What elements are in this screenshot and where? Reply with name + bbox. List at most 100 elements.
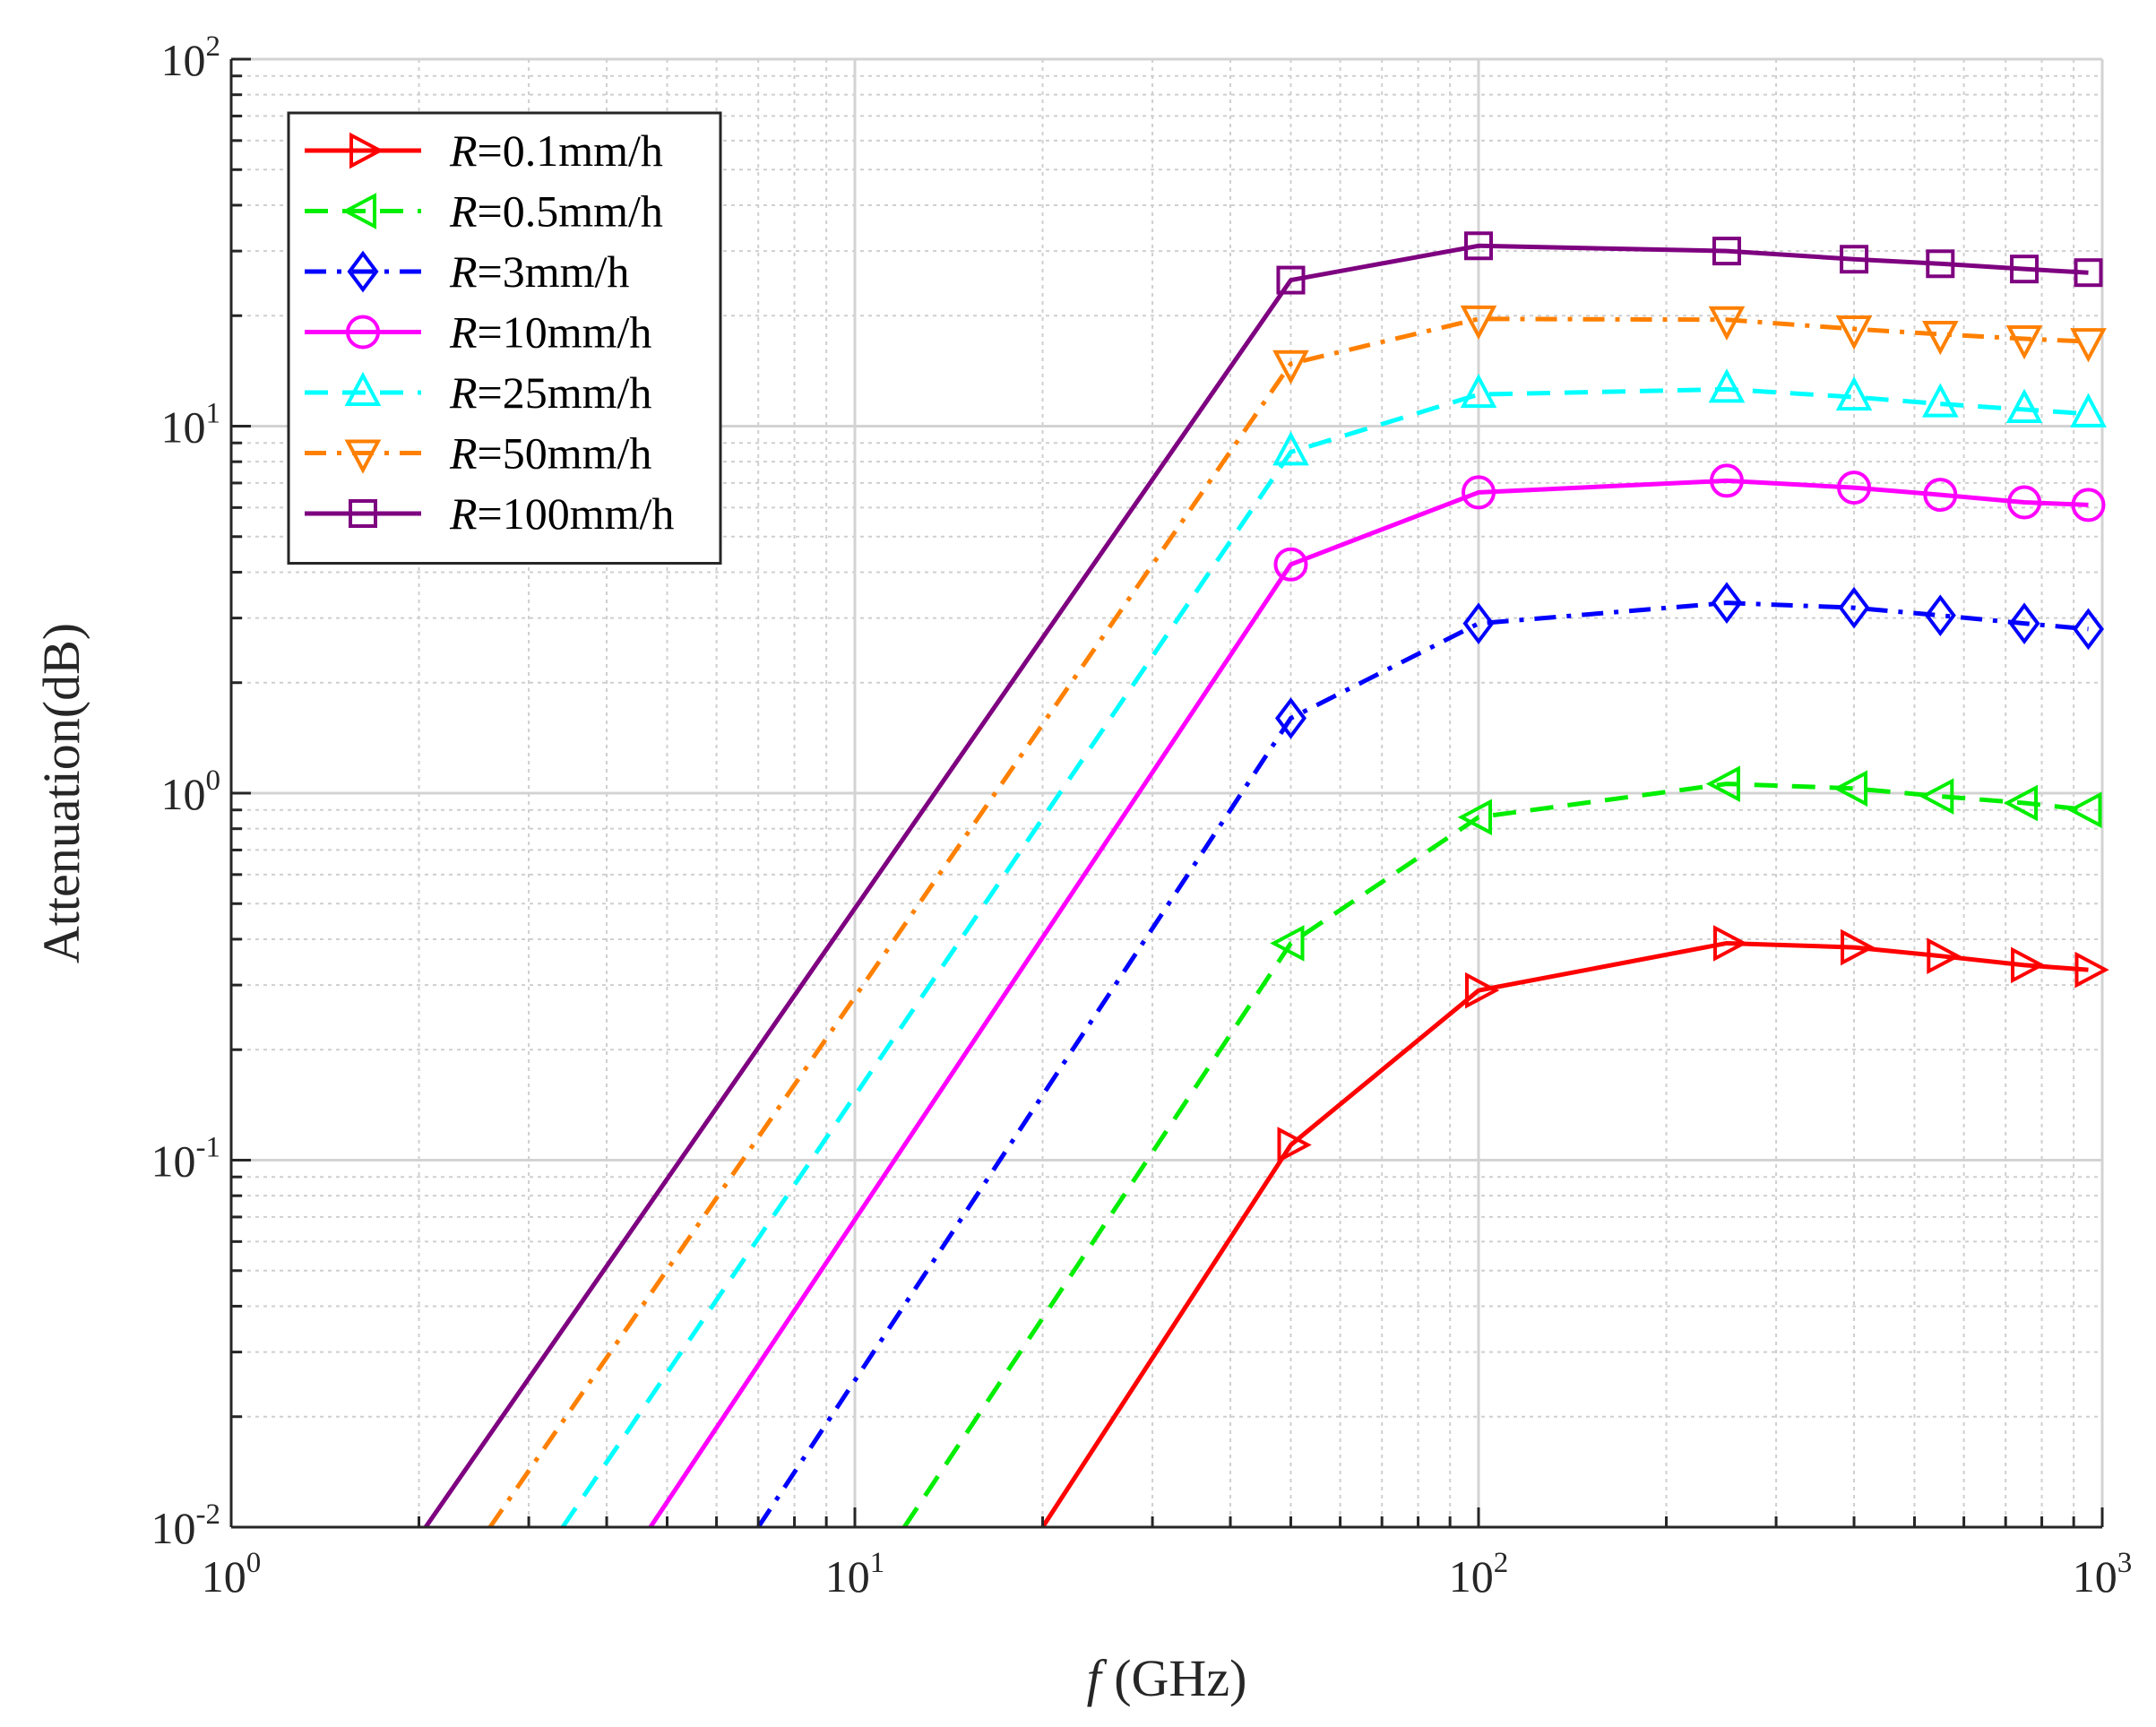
series-group (560, 368, 2107, 1529)
x-tick-label: 102 (1449, 1547, 1509, 1602)
legend-marker-sample (347, 250, 379, 293)
y-tick-label-base: 10 (161, 35, 206, 85)
data-point-marker (2010, 255, 2040, 284)
data-point-marker (2074, 258, 2103, 288)
data-point-marker (1273, 547, 1308, 582)
data-point-marker (2070, 393, 2107, 427)
series-group (648, 463, 2106, 1529)
data-point-marker (1926, 249, 1955, 279)
data-point-marker (1841, 928, 1876, 966)
data-point-marker (1276, 265, 1306, 295)
data-point-marker (1457, 799, 1492, 836)
y-axis-label: Attenuation(dB) (32, 623, 91, 963)
x-tick-label-base: 10 (202, 1551, 246, 1602)
y-tick-label-base: 10 (161, 402, 206, 453)
legend-label-value: =100mm/h (478, 488, 675, 539)
y-tick-label-exponent: 2 (206, 30, 221, 63)
legend-label-value: =3mm/h (478, 246, 630, 297)
y-tick-label: 101 (161, 398, 221, 453)
data-point-marker (1465, 971, 1500, 1009)
legend-entry: R=0.5mm/h (305, 186, 663, 237)
data-point-marker (2067, 791, 2102, 829)
legend-label: R=10mm/h (449, 307, 651, 358)
y-tick-label: 10-2 (151, 1498, 221, 1553)
data-point-marker (1460, 305, 1497, 341)
legend-marker-sample (344, 371, 382, 406)
data-point-marker (1924, 594, 1956, 637)
x-tick-label-exponent: 2 (1494, 1547, 1509, 1579)
legend-marker-sample (341, 193, 376, 229)
legend-label: R=50mm/h (449, 428, 651, 479)
legend-box (287, 111, 722, 565)
legend-label-variable: R (449, 246, 478, 297)
data-point-marker (2011, 946, 2046, 984)
y-tick-label: 10-1 (151, 1132, 221, 1187)
legend-label-variable: R (449, 367, 478, 418)
data-point-marker (1835, 315, 1873, 350)
legend-label-variable: R (449, 428, 478, 479)
legend-label-variable: R (449, 307, 478, 358)
data-point-marker (2071, 488, 2106, 522)
data-point-marker (1705, 765, 1740, 802)
legend-label-value: =10mm/h (478, 307, 652, 358)
data-point-marker (1927, 937, 1962, 975)
y-tick-label-exponent: 1 (206, 398, 221, 430)
data-point-marker (1711, 582, 1743, 625)
data-point-marker (1270, 925, 1305, 962)
data-point-marker (1712, 925, 1748, 962)
legend-marker-sample (346, 315, 380, 350)
data-point-marker (1708, 368, 1746, 403)
x-tick-label: 100 (202, 1547, 262, 1602)
legend-label-value: =0.1mm/h (478, 125, 663, 176)
data-point-marker (1919, 778, 1954, 815)
legend-marker-sample (349, 499, 377, 528)
y-tick-label-base: 10 (151, 1503, 196, 1553)
legend-label: R=100mm/h (449, 488, 674, 539)
series-group (756, 582, 2104, 1529)
y-tick-label-base: 10 (161, 769, 206, 819)
data-point-marker (2007, 485, 2042, 520)
x-tick-label: 101 (825, 1547, 885, 1602)
data-point-marker (1921, 320, 1959, 356)
y-tick-label: 102 (161, 30, 221, 85)
legend-entry: R=50mm/h (305, 428, 651, 479)
series-group (487, 305, 2107, 1529)
x-tick-label-exponent: 3 (2117, 1547, 2133, 1579)
data-point-marker (1835, 376, 1873, 411)
y-tick-label-exponent: -1 (196, 1132, 221, 1164)
legend-label: R=0.1mm/h (449, 125, 663, 176)
series-line (902, 781, 2089, 1529)
data-point-marker (2072, 608, 2104, 651)
series-line (487, 316, 2089, 1529)
x-tick-label-exponent: 1 (870, 1547, 885, 1579)
data-point-marker (1837, 471, 1872, 505)
data-point-marker (2005, 325, 2043, 360)
series-group (902, 765, 2102, 1529)
legend-entry: R=3mm/h (305, 246, 629, 297)
x-tick-label-base: 10 (1449, 1551, 1494, 1602)
y-tick-label: 100 (161, 764, 221, 819)
x-tick-label-base: 10 (2073, 1551, 2117, 1602)
legend-entry: R=0.1mm/h (305, 125, 663, 176)
x-tick-label-exponent: 0 (246, 1547, 262, 1579)
data-point-marker (1838, 586, 1870, 629)
data-point-marker (1923, 478, 1958, 513)
legend-label-value: =25mm/h (478, 367, 652, 418)
data-point-marker (2070, 328, 2107, 363)
legend-label: R=25mm/h (449, 367, 651, 418)
data-point-marker (1464, 231, 1493, 261)
legend-entry: R=10mm/h (305, 307, 651, 358)
x-tick-label: 103 (2073, 1547, 2133, 1602)
data-point-marker (1833, 770, 1868, 807)
data-point-marker (1462, 475, 1496, 510)
data-point-marker (1462, 602, 1495, 644)
legend-entry: R=25mm/h (305, 367, 651, 418)
x-axis-label: f (GHz) (1087, 1649, 1247, 1707)
data-point-marker (2003, 784, 2039, 822)
data-point-marker (1272, 431, 1309, 466)
series-group (423, 231, 2103, 1529)
legend-label-value: =0.5mm/h (478, 186, 663, 237)
data-point-marker (1840, 245, 1869, 274)
